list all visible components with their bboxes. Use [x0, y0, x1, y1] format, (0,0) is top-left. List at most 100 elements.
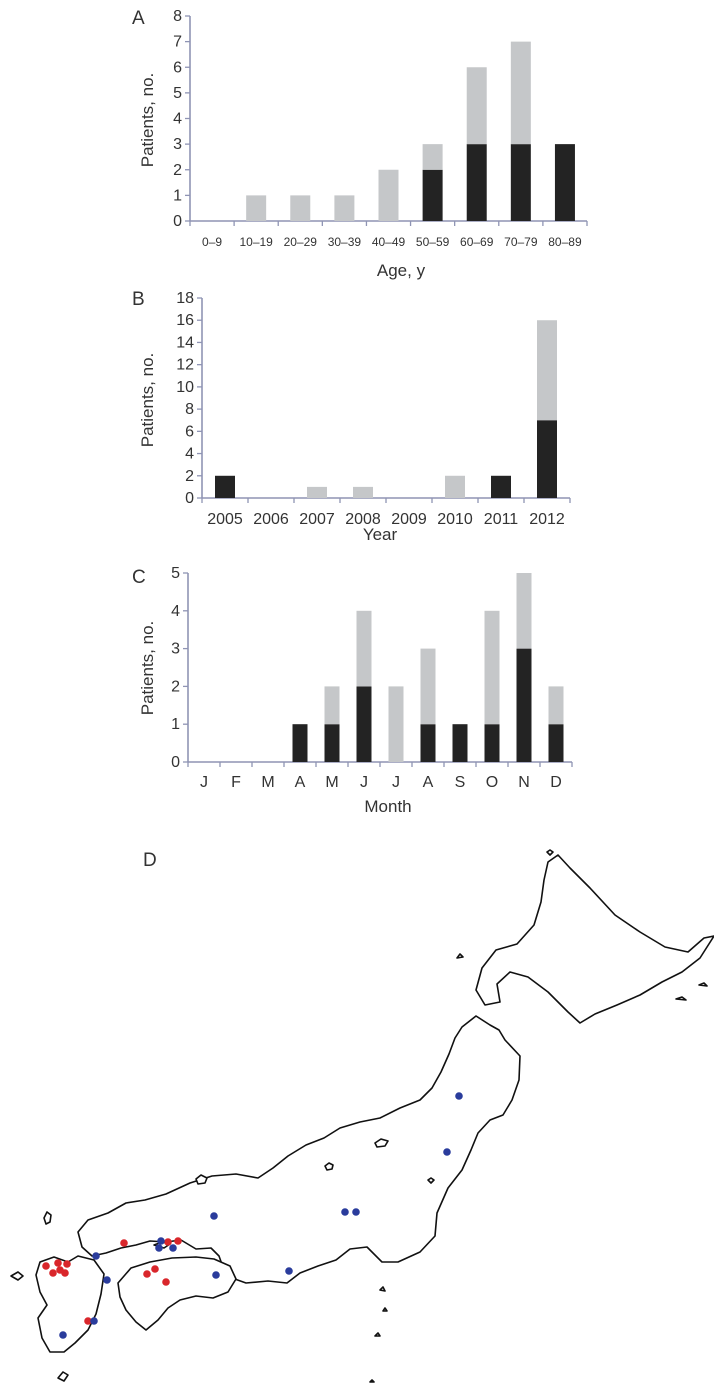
blue-marker — [352, 1208, 360, 1216]
bar-segment-light — [484, 610, 500, 725]
panel-letter: A — [132, 8, 145, 29]
y-tick-label: 4 — [171, 603, 180, 620]
x-tick-label: 70–79 — [504, 235, 538, 249]
x-tick-label: A — [423, 774, 434, 791]
island-small — [427, 1177, 435, 1184]
blue-marker — [155, 1244, 163, 1252]
blue-marker — [210, 1212, 218, 1220]
y-tick-label: 10 — [176, 379, 194, 396]
y-axis-title: Patients, no. — [138, 621, 157, 716]
x-tick-label: A — [295, 774, 306, 791]
panel-letter: D — [143, 850, 157, 871]
blue-marker — [455, 1092, 463, 1100]
island-small — [369, 1379, 375, 1383]
y-tick-label: 3 — [171, 641, 180, 658]
bar-segment-dark — [420, 724, 436, 762]
y-tick-label: 4 — [185, 446, 194, 463]
bar-segment-dark — [292, 724, 308, 762]
y-tick-label: 7 — [173, 34, 182, 51]
y-tick-label: 6 — [173, 59, 182, 76]
red-marker — [49, 1269, 57, 1277]
island-small — [10, 1271, 24, 1281]
y-tick-label: 4 — [173, 111, 182, 128]
x-tick-label: J — [200, 774, 208, 791]
island-kyushu — [35, 1255, 105, 1353]
red-marker — [63, 1260, 71, 1268]
island-small — [374, 1138, 389, 1148]
bar-segment-dark — [491, 475, 511, 498]
y-tick-label: 6 — [185, 423, 194, 440]
x-tick-label: 2008 — [345, 511, 381, 528]
red-markers — [42, 1237, 182, 1325]
blue-markers — [59, 1092, 463, 1339]
x-tick-label: 2012 — [529, 511, 565, 528]
x-tick-label: 40–49 — [372, 235, 406, 249]
red-marker — [162, 1278, 170, 1286]
x-tick-label: 0–9 — [202, 235, 222, 249]
panel-d: D — [0, 820, 714, 1393]
red-marker — [174, 1237, 182, 1245]
y-tick-label: 0 — [173, 213, 182, 230]
red-marker — [151, 1265, 159, 1273]
y-tick-label: 18 — [176, 290, 194, 307]
bar-segment-dark — [537, 420, 557, 498]
bar-segment-light — [353, 486, 373, 498]
island-small — [698, 982, 708, 987]
blue-marker — [212, 1271, 220, 1279]
y-tick-label: 2 — [173, 162, 182, 179]
y-tick-label: 0 — [185, 490, 194, 507]
blue-marker — [157, 1237, 165, 1245]
x-tick-label: S — [455, 774, 466, 791]
bar-segment-light — [290, 195, 311, 221]
y-tick-label: 8 — [185, 401, 194, 418]
japan-map: D — [10, 849, 714, 1383]
bar-segment-light — [378, 169, 399, 221]
bar-segment-dark — [452, 724, 468, 762]
bar-segment-light — [388, 686, 404, 762]
red-marker — [120, 1239, 128, 1247]
bar-segment-light — [516, 573, 532, 649]
bar-segment-light — [246, 195, 267, 221]
chart-b: B Patients, no. Year 0 2 4 6 8 10 12 14 16 18 2005… — [132, 289, 571, 544]
bar-segment-light — [422, 144, 443, 170]
x-tick-label: 20–29 — [284, 235, 318, 249]
y-tick-label: 16 — [176, 312, 194, 329]
x-tick-label: 2006 — [253, 511, 289, 528]
chart-a: A Patients, no. Age, y 0 1 2 3 4 5 6 7 8 0–9 10–19… — [132, 8, 588, 280]
x-tick-label: D — [550, 774, 562, 791]
bar-segment-dark — [548, 724, 564, 762]
y-tick-label: 8 — [173, 8, 182, 25]
y-axis-title: Patients, no. — [138, 73, 157, 168]
red-marker — [164, 1238, 172, 1246]
red-marker — [143, 1270, 151, 1278]
x-tick-label: 60–69 — [460, 235, 494, 249]
bar-segment-light — [334, 195, 355, 221]
island-honshu — [77, 1015, 521, 1284]
y-tick-label: 5 — [171, 565, 180, 582]
island-small — [43, 1211, 52, 1225]
x-tick-label: M — [261, 774, 274, 791]
island-small — [675, 996, 687, 1001]
x-axis-title: Year — [363, 525, 398, 544]
panel-b: B Patients, no. Year 0 2 4 6 8 10 12 14 16 18 2005… — [0, 280, 714, 550]
bar-segment-dark — [466, 144, 487, 221]
y-tick-label: 1 — [173, 187, 182, 204]
y-axis-title: Patients, no. — [138, 353, 157, 448]
panel-letter: B — [132, 289, 145, 310]
bar-segment-light — [548, 686, 564, 725]
panel-letter: C — [132, 567, 146, 588]
y-tick-label: 2 — [171, 678, 180, 695]
blue-marker — [59, 1331, 67, 1339]
blue-marker — [341, 1208, 349, 1216]
bar-segment-dark — [484, 724, 500, 762]
blue-marker — [169, 1244, 177, 1252]
island-small — [456, 953, 464, 959]
y-tick-label: 3 — [173, 136, 182, 153]
x-tick-label: 80–89 — [548, 235, 582, 249]
x-axis-title: Age, y — [377, 261, 426, 280]
bar-segment-dark — [422, 169, 443, 221]
y-tick-label: 12 — [176, 357, 194, 374]
x-tick-label: M — [325, 774, 338, 791]
x-tick-label: 50–59 — [416, 235, 450, 249]
bar-segment-light — [420, 648, 436, 725]
